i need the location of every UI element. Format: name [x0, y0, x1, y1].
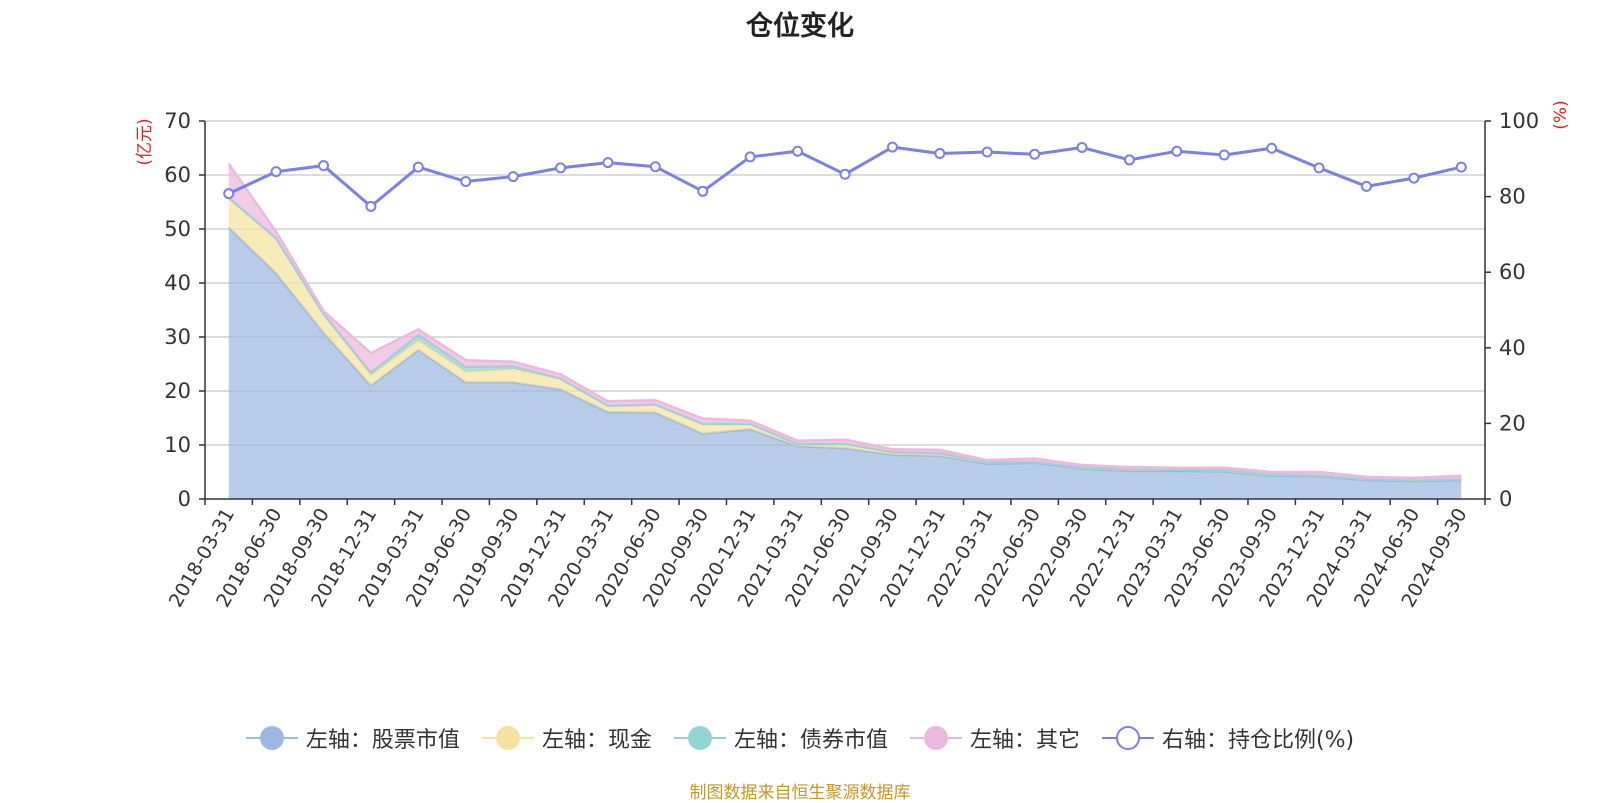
legend-item-stock[interactable]: 左轴：股票市值: [245, 722, 460, 754]
ratio-point: [1029, 148, 1041, 160]
right-axis-tick-label: 40: [1499, 336, 1526, 360]
ratio-point: [886, 141, 898, 153]
ratio-point: [649, 161, 661, 173]
right-axis-tick-label: 80: [1499, 185, 1526, 209]
left-axis-tick-label: 50: [164, 217, 191, 241]
legend-label: 左轴：债券市值: [733, 728, 888, 753]
ratio-point: [318, 160, 330, 172]
ratio-point: [602, 157, 614, 169]
left-axis-tick-label: 60: [164, 163, 191, 187]
chart-title: 仓位变化: [746, 11, 854, 42]
ratio-point: [792, 145, 804, 157]
right-axis-tick-label: 100: [1499, 109, 1539, 133]
legend-bond-icon: [673, 723, 726, 753]
ratio-point: [507, 171, 519, 183]
ratio-point: [1455, 161, 1467, 173]
right-axis-tick-label: 20: [1499, 411, 1526, 435]
area-左轴：股票市值: [228, 227, 1462, 499]
ratio-point: [1313, 162, 1325, 174]
left-axis-tick-label: 0: [178, 487, 191, 511]
left-axis-tick-label: 40: [164, 271, 191, 295]
ratio-point: [555, 162, 567, 174]
legend-label: 左轴：其它: [969, 728, 1080, 753]
legend-stock-icon: [245, 723, 298, 753]
ratio-point: [1408, 172, 1420, 184]
legend-label: 左轴：现金: [541, 728, 652, 753]
ratio-point: [460, 175, 472, 187]
area-edge-左轴：其它: [227, 162, 1462, 480]
legend-ratio-icon: [1101, 723, 1154, 753]
legend-item-other[interactable]: 左轴：其它: [909, 722, 1080, 754]
legend-cash-icon: [481, 723, 534, 753]
ratio-point: [412, 161, 424, 173]
ratio-point: [365, 200, 377, 212]
ratio-point: [839, 168, 851, 180]
source-note: 制图数据来自恒生聚源数据库: [689, 783, 911, 803]
ratio-point: [1123, 154, 1135, 166]
ratio-point: [934, 148, 946, 160]
left-axis-tick-label: 10: [164, 433, 191, 457]
left-axis-unit: (亿元): [135, 118, 155, 165]
legend-item-bond[interactable]: 左轴：债券市值: [673, 722, 888, 754]
ratio-point: [1266, 142, 1278, 154]
left-axis-tick-label: 30: [164, 325, 191, 349]
legend-item-ratio[interactable]: 右轴：持仓比例(%): [1101, 722, 1355, 754]
ratio-point: [1076, 141, 1088, 153]
right-axis-tick-label: 0: [1499, 487, 1512, 511]
legend-item-cash[interactable]: 左轴：现金: [481, 722, 652, 754]
ratio-point: [744, 151, 756, 163]
ratio-point: [1360, 180, 1372, 192]
ratio-point: [1218, 149, 1230, 161]
ratio-point: [697, 185, 709, 197]
right-axis-unit: (%): [1551, 100, 1571, 129]
ratio-point: [1171, 145, 1183, 157]
right-axis-tick-label: 60: [1499, 260, 1526, 284]
legend-label: 左轴：股票市值: [305, 728, 460, 753]
legend-label: 右轴：持仓比例(%): [1161, 728, 1355, 753]
legend: 左轴：股票市值 左轴：现金 左轴：债券市值 左轴：其它 右轴：持仓比例(%): [0, 722, 1600, 754]
legend-other-icon: [909, 723, 962, 753]
left-axis-tick-label: 20: [164, 379, 191, 403]
ratio-point: [270, 166, 282, 178]
ratio-point: [981, 146, 993, 158]
left-axis-tick-label: 70: [164, 109, 191, 133]
ratio-point: [223, 188, 235, 200]
